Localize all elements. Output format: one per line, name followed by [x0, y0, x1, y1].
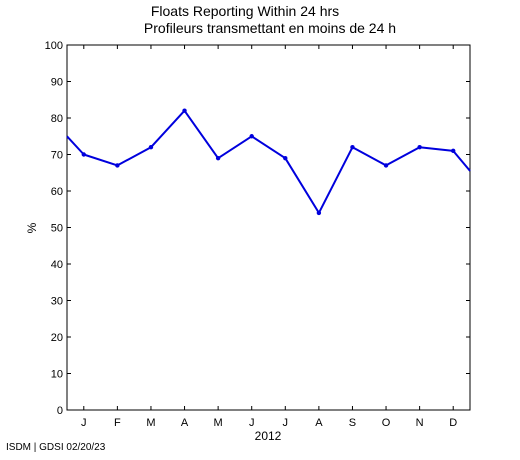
- series-layer: [66, 108, 471, 216]
- y-axis: 0 10 20 30 40 50 60 70 80 90 100: [45, 40, 470, 417]
- data-point: [451, 148, 456, 154]
- chart-title: Floats Reporting Within 24 hrs: [151, 3, 339, 19]
- y-tick-label: 100: [45, 40, 63, 52]
- data-point: [182, 108, 187, 113]
- x-tick-label: F: [114, 417, 121, 429]
- y-tick-label: 50: [51, 223, 63, 235]
- x-tick-label: J: [81, 417, 87, 429]
- series-line: [66, 109, 471, 214]
- data-point: [350, 145, 355, 150]
- data-point: [249, 134, 254, 139]
- data-point: [115, 163, 120, 168]
- y-tick-label: 40: [51, 259, 63, 271]
- x-tick-label: D: [449, 417, 457, 429]
- y-tick-label: 10: [51, 369, 63, 381]
- x-tick-label: O: [382, 417, 391, 429]
- y-tick-label: 60: [51, 186, 63, 198]
- x-tick-label: A: [181, 417, 189, 429]
- x-axis-label: 2012: [255, 429, 282, 443]
- data-point: [316, 210, 322, 216]
- x-tick-label: N: [416, 417, 424, 429]
- y-tick-label: 80: [51, 113, 63, 125]
- x-tick-label: S: [349, 417, 356, 429]
- x-tick-label: J: [249, 417, 255, 429]
- x-tick-label: J: [283, 417, 289, 429]
- y-tick-label: 0: [57, 405, 63, 417]
- data-point: [215, 155, 221, 161]
- x-tick-label: A: [315, 417, 323, 429]
- y-tick-label: 20: [51, 332, 63, 344]
- data-point: [148, 145, 154, 150]
- chart-subtitle: Profileurs transmettant en moins de 24 h: [144, 20, 396, 36]
- x-tick-label: M: [214, 417, 223, 429]
- y-axis-label: %: [25, 222, 39, 233]
- data-point: [383, 163, 389, 168]
- y-tick-label: 70: [51, 150, 63, 162]
- y-tick-label: 90: [51, 77, 63, 89]
- data-point: [417, 145, 422, 150]
- data-point: [283, 155, 288, 161]
- footer-credit: ISDM | GDSI 02/20/23: [6, 442, 106, 453]
- x-tick-label: M: [146, 417, 155, 429]
- plot-area: [66, 44, 471, 411]
- y-tick-label: 30: [51, 296, 63, 308]
- data-point: [81, 152, 86, 157]
